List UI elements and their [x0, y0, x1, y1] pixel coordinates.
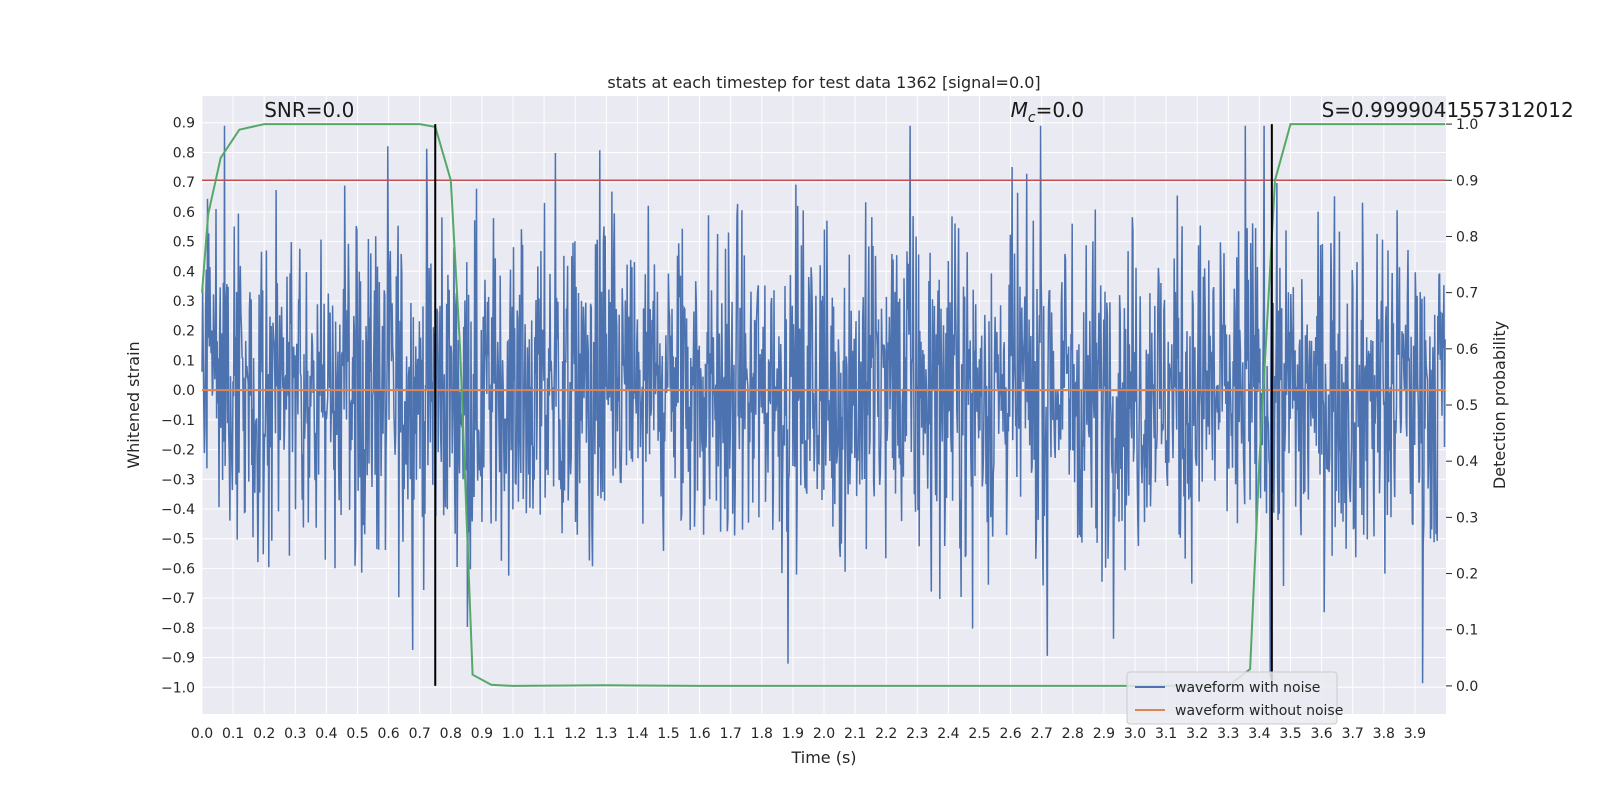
- legend-box: [1126, 671, 1338, 725]
- y-right-tick-label: 0.9: [1456, 173, 1478, 189]
- y-tick-label: −0.4: [161, 502, 195, 518]
- annotations: SNR=0.0 Mc=0.0 S=0.9999041557312012: [264, 98, 1574, 126]
- legend-label: waveform without noise: [1175, 703, 1343, 719]
- x-tick-label: 0.4: [315, 726, 337, 742]
- x-tick-label: 2.5: [968, 726, 990, 742]
- x-tick-label: 2.4: [937, 726, 959, 742]
- x-tick-label: 1.0: [502, 726, 524, 742]
- y-tick-label: 0.3: [173, 294, 195, 310]
- x-tick-label: 1.6: [688, 726, 710, 742]
- x-tick-label: 3.5: [1279, 726, 1301, 742]
- x-tick-label: 3.9: [1404, 726, 1426, 742]
- y-right-tick-label: 0.2: [1456, 567, 1478, 583]
- y-tick-label: 0.0: [173, 383, 195, 399]
- y-tick-label: −0.9: [161, 651, 195, 667]
- y-right-tick-label: 0.8: [1456, 229, 1478, 245]
- x-tick-label: 3.0: [1124, 726, 1146, 742]
- x-tick-label: 3.1: [1155, 726, 1177, 742]
- x-tick-label: 1.2: [564, 726, 586, 742]
- y-tick-label: −1.0: [161, 680, 195, 696]
- x-tick-label: 0.9: [471, 726, 493, 742]
- chart-title: stats at each timestep for test data 136…: [607, 73, 1040, 92]
- y-right-tick-label: 0.1: [1456, 623, 1478, 639]
- y-tick-label: −0.2: [161, 443, 195, 459]
- y-tick-label: −0.7: [161, 591, 195, 607]
- x-tick-label: 0.7: [409, 726, 431, 742]
- y-tick-label: −0.6: [161, 561, 195, 577]
- y-tick-label: 0.8: [173, 145, 195, 161]
- x-tick-label: 3.7: [1342, 726, 1364, 742]
- y-tick-label: −0.8: [161, 621, 195, 637]
- x-tick-label: 1.1: [533, 726, 555, 742]
- x-tick-label: 2.9: [1093, 726, 1115, 742]
- x-tick-label: 2.2: [875, 726, 897, 742]
- y-tick-label: 0.9: [173, 116, 195, 132]
- x-tick-label: 2.8: [1062, 726, 1084, 742]
- y-right-tick-label: 0.3: [1456, 510, 1478, 526]
- y-tick-label: −0.5: [161, 532, 195, 548]
- x-tick-label: 0.3: [284, 726, 306, 742]
- score-annotation: S=0.9999041557312012: [1322, 98, 1574, 122]
- y-right-tick-label: 1.0: [1456, 117, 1478, 133]
- y-right-tick-label: 0.6: [1456, 342, 1478, 358]
- y-tick-label: 0.6: [173, 205, 195, 221]
- x-tick-label: 3.3: [1217, 726, 1239, 742]
- x-tick-label: 0.5: [346, 726, 368, 742]
- snr-annotation: SNR=0.0: [264, 98, 354, 122]
- x-tick-label: 1.7: [720, 726, 742, 742]
- detection-probability-line: [201, 123, 1446, 687]
- x-tick-label: 0.8: [440, 726, 462, 742]
- legend: waveform with noise waveform without nois…: [1126, 671, 1343, 725]
- x-tick-label: 1.3: [595, 726, 617, 742]
- chirp-mass-annotation: Mc=0.0: [1011, 98, 1085, 126]
- x-tick-label: 2.7: [1031, 726, 1053, 742]
- x-tick-label: 2.1: [844, 726, 866, 742]
- x-tick-label: 1.8: [751, 726, 773, 742]
- x-tick-label: 0.6: [377, 726, 399, 742]
- x-tick-label: 3.6: [1310, 726, 1332, 742]
- tick-labels: 0.0 0.1 0.2 0.3 0.4 0.5 0.6 0.7 0.8 0.9 1.0 1.1 1.2 1…: [161, 116, 1478, 742]
- y-right-tick-label: 0.7: [1456, 286, 1478, 302]
- y-tick-label: −0.1: [161, 413, 195, 429]
- x-tick-label: 1.5: [657, 726, 679, 742]
- x-tick-label: 2.3: [906, 726, 928, 742]
- y-right-tick-label: 0.0: [1456, 679, 1478, 695]
- x-tick-label: 3.4: [1248, 726, 1270, 742]
- y-axis-label: Whitened strain: [124, 341, 143, 468]
- y-right-tick-label: 0.5: [1456, 398, 1478, 414]
- y-tick-label: 0.2: [173, 324, 195, 340]
- noisy-waveform-series: [201, 125, 1446, 684]
- x-tick-label: 3.8: [1373, 726, 1395, 742]
- y-tick-label: 0.1: [173, 353, 195, 369]
- x-axis-label: Time (s): [790, 748, 856, 767]
- legend-label: waveform with noise: [1175, 680, 1320, 696]
- y-tick-label: 0.4: [173, 264, 195, 280]
- overlay-lines: [201, 123, 1446, 687]
- x-tick-label: 2.6: [999, 726, 1021, 742]
- y-right-tick-label: 0.4: [1456, 454, 1478, 470]
- y-axis-label-right: Detection probability: [1490, 321, 1509, 489]
- x-tick-label: 0.1: [222, 726, 244, 742]
- x-tick-label: 0.0: [191, 726, 213, 742]
- x-tick-label: 3.2: [1186, 726, 1208, 742]
- x-tick-label: 1.9: [782, 726, 804, 742]
- y-tick-label: −0.3: [161, 472, 195, 488]
- y-tick-label: 0.7: [173, 175, 195, 191]
- waveform-with-noise-line: [201, 125, 1446, 684]
- x-tick-label: 2.0: [813, 726, 835, 742]
- x-tick-label: 0.2: [253, 726, 275, 742]
- y-tick-label: 0.5: [173, 235, 195, 251]
- x-tick-label: 1.4: [626, 726, 648, 742]
